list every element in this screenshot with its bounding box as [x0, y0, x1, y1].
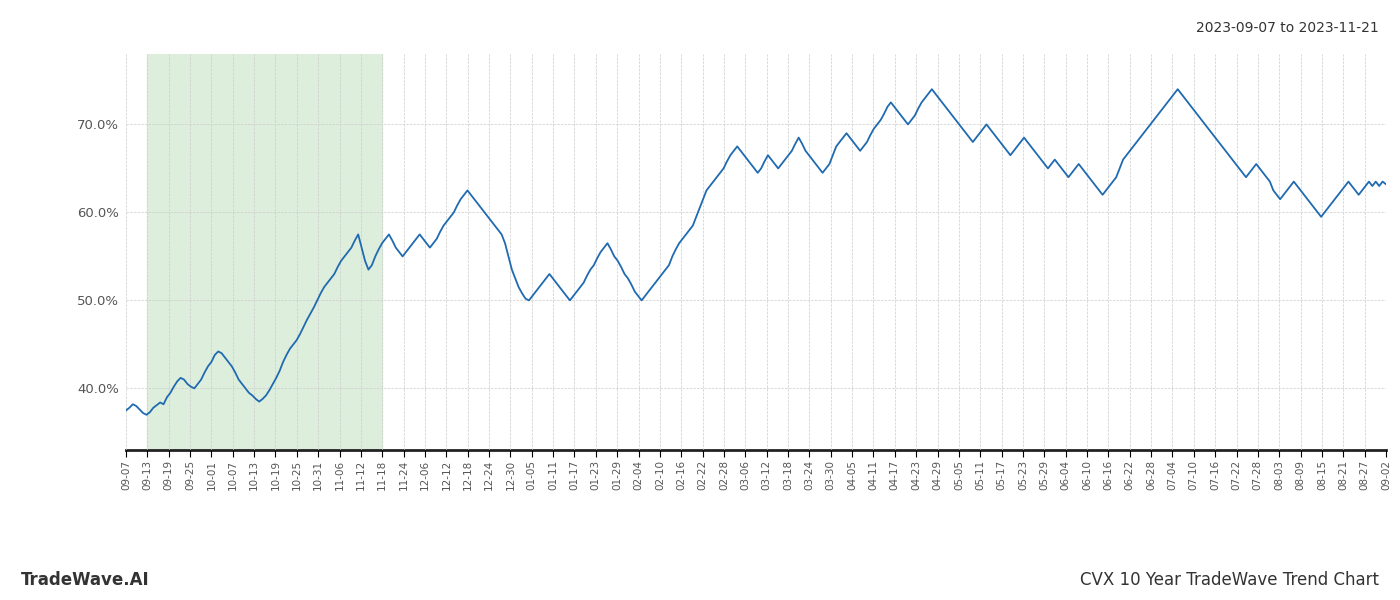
Bar	[147, 54, 382, 450]
Text: TradeWave.AI: TradeWave.AI	[21, 571, 150, 589]
Text: CVX 10 Year TradeWave Trend Chart: CVX 10 Year TradeWave Trend Chart	[1079, 571, 1379, 589]
Text: 2023-09-07 to 2023-11-21: 2023-09-07 to 2023-11-21	[1196, 21, 1379, 35]
